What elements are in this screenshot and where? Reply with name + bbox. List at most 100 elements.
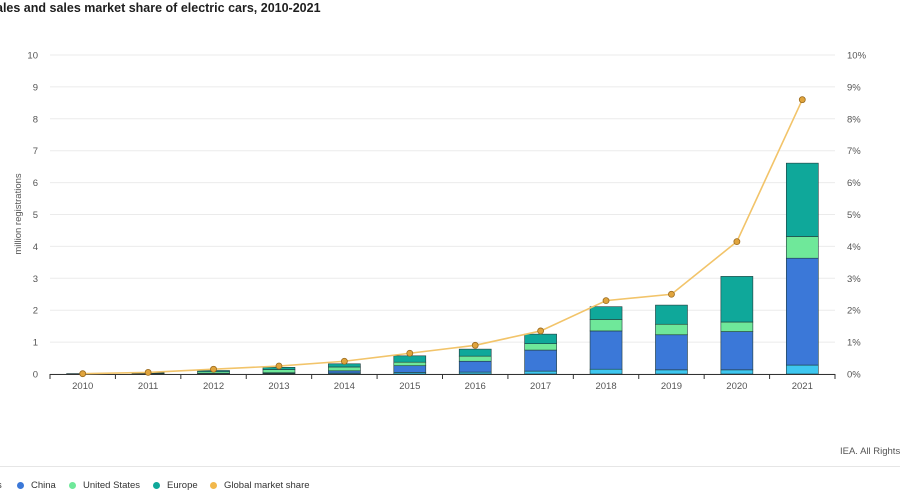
bar-segment-china: [393, 365, 427, 373]
bar-stack: [524, 333, 557, 375]
bar-stack: [393, 355, 427, 375]
market-share-point: [79, 370, 87, 378]
market-share-line: [79, 96, 806, 378]
market-share-point: [210, 365, 217, 373]
y-tick-label: 1: [33, 338, 38, 349]
bar-stack: [328, 363, 361, 375]
chart-title: ales and sales market share of electric …: [0, 1, 321, 15]
y2-tick-label: 4%: [847, 242, 861, 253]
y2-tick-label: 1%: [847, 338, 861, 349]
x-tick-label: 2020: [726, 381, 747, 392]
bar-stack: [785, 162, 819, 375]
market-share-point: [275, 362, 283, 370]
bar-segment-europe: [785, 162, 819, 237]
legend-item-united-states[interactable]: United States: [69, 480, 140, 491]
x-tick-label: 2011: [138, 381, 158, 392]
legend-item-cut[interactable]: s: [0, 480, 2, 491]
legend-label-united-states: United States: [83, 480, 141, 491]
market-share-point: [798, 96, 806, 104]
legend-divider: [0, 466, 900, 467]
legend-label-china: China: [31, 480, 56, 491]
y-tick-label: 5: [33, 210, 38, 221]
y-tick-label: 9: [33, 82, 38, 93]
x-tick-label: 2013: [268, 381, 289, 392]
y-tick-label: 3: [33, 274, 38, 285]
market-share-point: [668, 290, 675, 298]
legend-label-global-market-share: Global market share: [224, 480, 310, 491]
legend-item-china[interactable]: China: [17, 480, 56, 491]
x-tick-label: 2016: [465, 381, 486, 392]
y-tick-label: 6: [33, 178, 38, 189]
bar-stack: [720, 276, 754, 375]
legend-label-europe: Europe: [167, 480, 198, 491]
bar-segment-us: [720, 321, 754, 332]
bar-segment-europe: [720, 276, 754, 323]
y-tick-label: 8: [33, 114, 38, 125]
y-tick-label: 4: [33, 242, 38, 253]
y2-tick-label: 7%: [847, 146, 861, 157]
bar-segment-china: [720, 331, 754, 371]
x-tick-label: 2012: [203, 381, 224, 392]
chart-area: 0 1 2 3 4 5 6 7 8 9 10 0% 1% 2% 3% 4% 5% 6% 7% 8% 9% 10% mil…: [13, 51, 867, 393]
x-tick-label: 2014: [334, 381, 355, 392]
y2-tick-label: 5%: [847, 210, 861, 221]
market-share-point: [733, 238, 741, 246]
legend-swatch-europe: [153, 482, 160, 489]
market-share-line-path: [82, 99, 804, 375]
x-axis: 2010 2011 2012 2013 2014 2015 2016 2017 2018 2019…: [49, 374, 836, 392]
source-credit: IEA. All Rights R: [840, 446, 900, 457]
market-share-point: [602, 297, 610, 305]
bar-segment-china: [785, 257, 819, 366]
bar-stack: [458, 348, 492, 375]
bar-segment-europe: [393, 355, 427, 363]
x-tick-label: 2017: [530, 381, 551, 392]
bar-segment-us: [785, 236, 819, 259]
y2-tick-label: 9%: [847, 82, 861, 93]
bar-segment-us: [655, 323, 688, 336]
market-share-point: [471, 341, 479, 349]
grid-lines: [50, 54, 835, 375]
y-axis-label: million registrations: [13, 173, 24, 255]
y-axis-right: 0% 1% 2% 3% 4% 5% 6% 7% 8% 9% 10%: [847, 51, 867, 381]
x-tick-label: 2021: [792, 381, 813, 392]
y-tick-label: 10: [27, 51, 38, 62]
y2-tick-label: 10%: [847, 51, 867, 62]
y-tick-label: 2: [33, 306, 38, 317]
bar-segment-other: [720, 369, 754, 375]
legend-swatch-global-market-share: [210, 482, 217, 489]
market-share-point: [406, 349, 414, 357]
legend-item-europe[interactable]: Europe: [153, 480, 198, 491]
legend-item-global-market-share[interactable]: Global market share: [210, 480, 310, 491]
y2-tick-label: 6%: [847, 178, 861, 189]
market-share-point: [340, 357, 348, 365]
x-tick-label: 2018: [595, 381, 616, 392]
x-tick-label: 2010: [72, 381, 93, 392]
bar-segment-europe: [589, 306, 623, 320]
bar-segment-us: [328, 366, 361, 372]
y-tick-label: 0: [33, 370, 38, 381]
x-tick-label: 2019: [661, 381, 682, 392]
legend-swatch-china: [17, 482, 24, 489]
bar-segment-us: [458, 355, 492, 362]
bar-segment-other: [655, 369, 688, 375]
bar-segment-europe: [655, 304, 688, 325]
bar-segment-china: [655, 334, 688, 371]
y2-tick-label: 0%: [847, 370, 861, 381]
x-tick-label: 2015: [399, 381, 420, 392]
legend: s China United States Europe Global mark…: [0, 480, 900, 494]
y2-tick-label: 2%: [847, 306, 861, 317]
bar-segment-other: [785, 364, 819, 375]
market-share-point: [537, 327, 545, 335]
y-tick-label: 7: [33, 146, 38, 157]
bar-segment-us: [589, 319, 623, 332]
bar-segment-other: [524, 370, 557, 375]
bar-segment-europe: [524, 333, 557, 344]
bar-segment-europe: [458, 348, 492, 357]
bar-segment-china: [524, 349, 557, 372]
legend-label-cut: s: [0, 480, 2, 491]
bar-segment-other: [589, 368, 623, 375]
stacked-bars: [66, 162, 819, 375]
bar-segment-us: [262, 369, 296, 374]
bar-segment-us: [393, 361, 427, 367]
y2-tick-label: 8%: [847, 114, 861, 125]
